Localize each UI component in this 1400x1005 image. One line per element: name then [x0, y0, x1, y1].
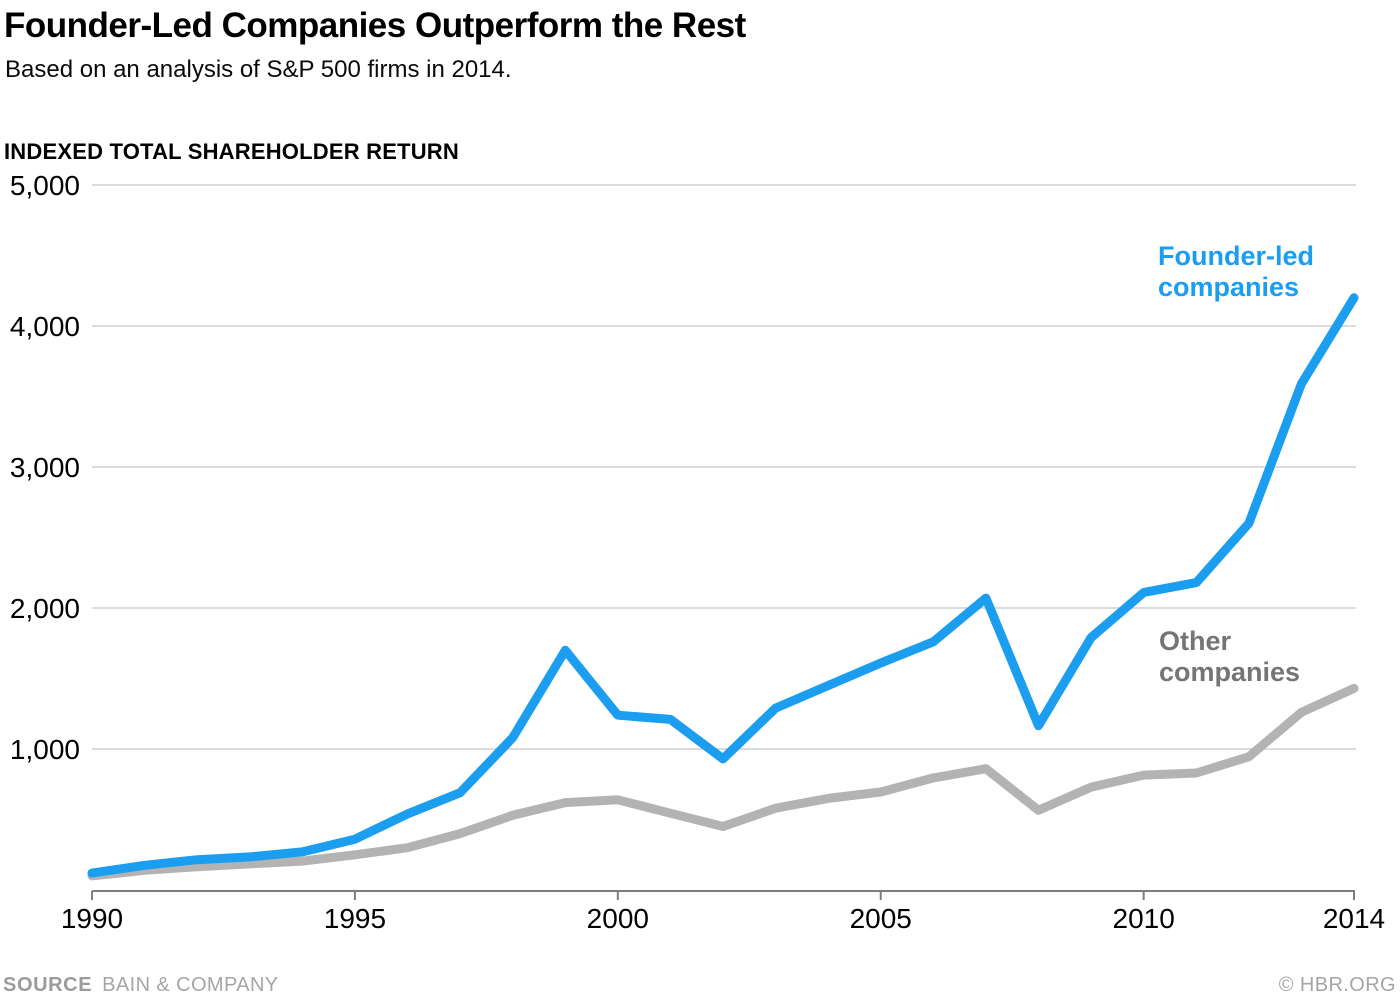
other-companies-series-label: Other companies	[1159, 626, 1301, 688]
x-tick-label: 1990	[61, 903, 123, 934]
hbr-credit: © HBR.ORG	[1278, 974, 1396, 996]
series-line-founder-led	[87, 293, 1359, 878]
y-tick-label: 2,000	[10, 593, 80, 624]
y-tick-label: 1,000	[10, 734, 80, 765]
y-tick-label: 3,000	[10, 452, 80, 483]
x-tick-label: 2005	[850, 903, 912, 934]
x-tick-label: 2014	[1323, 903, 1385, 934]
x-tick-label: 2010	[1113, 903, 1175, 934]
series-line-other	[87, 683, 1359, 881]
source-credit: SOURCE BAIN & COMPANY	[3, 974, 279, 997]
chart-subtitle: Based on an analysis of S&P 500 firms in…	[5, 56, 512, 83]
x-tick-label: 1995	[324, 903, 386, 934]
source-label: SOURCE	[3, 974, 93, 996]
founder-led-series-label: Founder-led companies	[1158, 241, 1314, 303]
y-tick-label: 5,000	[10, 170, 80, 201]
x-tick-label: 2000	[587, 903, 649, 934]
footer: SOURCE BAIN & COMPANY © HBR.ORG	[0, 971, 1400, 997]
y-tick-label: 4,000	[10, 311, 80, 342]
y-axis-title: INDEXED TOTAL SHAREHOLDER RETURN	[4, 139, 459, 164]
source-name: BAIN & COMPANY	[102, 974, 279, 996]
page-title: Founder-Led Companies Outperform the Res…	[4, 6, 746, 45]
